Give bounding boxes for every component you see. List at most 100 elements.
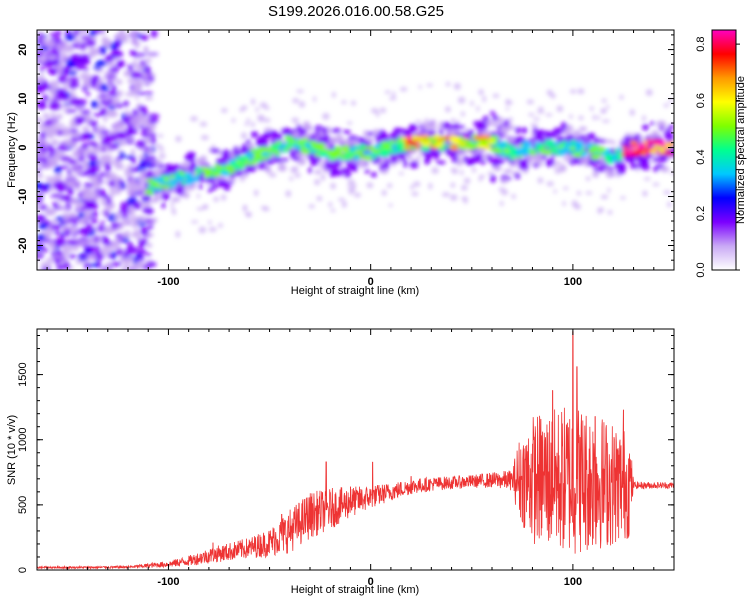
heatmap-cell: [69, 53, 82, 62]
heatmap-cell: [399, 87, 408, 92]
heatmap-cell: [428, 182, 433, 190]
heatmap-cell: [110, 84, 117, 93]
heatmap-cell: [387, 183, 393, 188]
heatmap-cell: [201, 167, 209, 172]
heatmap-cell: [54, 259, 60, 265]
heatmap-cell: [69, 97, 81, 106]
heatmap-cell: [504, 119, 509, 128]
heatmap-cell: [392, 156, 398, 163]
heatmap-cell: [246, 118, 251, 123]
heatmap-cell: [460, 111, 466, 117]
heatmap-cell: [414, 120, 423, 124]
heatmap-cell: [175, 135, 182, 143]
heatmap-cell: [392, 91, 396, 98]
heatmap-cell: [113, 223, 122, 227]
heatmap-cell: [239, 155, 249, 160]
heatmap-cell: [142, 207, 150, 213]
heatmap-cell: [64, 30, 72, 36]
heatmap-cell: [141, 201, 152, 209]
colorbar-tick-label: 0.2: [695, 206, 707, 221]
heatmap-cell: [87, 160, 98, 167]
heatmap-cell: [37, 83, 45, 90]
heatmap-cell: [461, 139, 471, 144]
heatmap-cell: [92, 177, 99, 183]
heatmap-cell: [108, 144, 119, 150]
heatmap-cell: [91, 217, 98, 225]
heatmap-cell: [556, 145, 564, 150]
heatmap-cell: [298, 101, 306, 108]
heatmap-cell: [521, 145, 527, 152]
heatmap-cell: [190, 220, 199, 224]
heatmap-cell: [161, 192, 171, 201]
heatmap-cell: [45, 51, 55, 55]
snr-x-label: Height of straight line (km): [291, 584, 419, 596]
heatmap-cell: [130, 156, 136, 162]
heatmap-cell: [562, 186, 569, 190]
heatmap-cell: [549, 93, 556, 99]
heatmap-cell: [281, 157, 289, 162]
y-tick-label: 1000: [17, 427, 29, 451]
heatmap-cell: [135, 40, 140, 50]
heatmap-cell: [596, 146, 606, 153]
heatmap-cell: [135, 91, 148, 95]
heatmap-cell: [250, 121, 255, 128]
heatmap-cell: [485, 119, 494, 126]
heatmap-cell: [644, 151, 649, 156]
heatmap-cell: [652, 182, 660, 187]
heatmap-cell: [117, 124, 125, 129]
heatmap-cell: [60, 51, 66, 58]
heatmap-cell: [38, 222, 48, 230]
heatmap-cell: [98, 129, 110, 135]
heatmap-cell: [431, 167, 439, 174]
heatmap-cell: [43, 39, 50, 47]
heatmap-cell: [392, 132, 398, 139]
y-tick-label: 1500: [17, 362, 29, 386]
heatmap-cell: [366, 182, 374, 189]
heatmap-cell: [88, 120, 98, 127]
heatmap-cell: [37, 172, 43, 180]
heatmap-cell: [639, 135, 644, 143]
heatmap-cell: [652, 129, 658, 138]
heatmap-cell: [100, 220, 105, 225]
heatmap-cell: [362, 155, 373, 160]
heatmap-cell: [389, 96, 397, 101]
heatmap-cell: [560, 121, 567, 131]
heatmap-cell: [449, 194, 458, 201]
heatmap-cell: [67, 213, 79, 218]
heatmap-cell: [69, 120, 75, 129]
heatmap-cell: [533, 163, 539, 168]
heatmap-cell: [61, 126, 70, 135]
heatmap-cell: [645, 140, 653, 144]
heatmap-cell: [331, 128, 342, 134]
heatmap-cell: [217, 178, 228, 187]
heatmap-cell: [65, 239, 78, 246]
heatmap-cell: [241, 132, 247, 140]
heatmap-cell: [117, 34, 128, 41]
heatmap-cell: [196, 207, 205, 211]
heatmap-cell: [424, 118, 430, 122]
heatmap-cell: [314, 178, 321, 186]
heatmap-cell: [136, 175, 144, 182]
heatmap-cell: [129, 117, 141, 126]
heatmap-cell: [344, 170, 352, 178]
heatmap-cell: [208, 226, 217, 233]
heatmap-cell: [157, 134, 164, 138]
heatmap-cell: [622, 144, 628, 150]
heatmap-cell: [549, 156, 555, 165]
heatmap-cell: [37, 41, 45, 45]
heatmap-cell: [546, 143, 555, 149]
heatmap-cell: [572, 130, 582, 137]
heatmap-cell: [342, 129, 351, 135]
heatmap-cell: [243, 204, 247, 210]
colorbar: 0.0 0.2 0.4 0.6 0.8 Normalized spectral ampl…: [695, 29, 747, 278]
heatmap-cell: [501, 126, 507, 132]
heatmap-cell: [85, 233, 95, 237]
heatmap-cell: [268, 172, 277, 178]
heatmap-cell: [57, 203, 62, 209]
heatmap-cell: [574, 155, 580, 163]
heatmap-cell: [285, 190, 292, 198]
heatmap-cell: [205, 176, 210, 183]
heatmap-cell: [463, 198, 468, 204]
heatmap-cell: [119, 215, 130, 219]
